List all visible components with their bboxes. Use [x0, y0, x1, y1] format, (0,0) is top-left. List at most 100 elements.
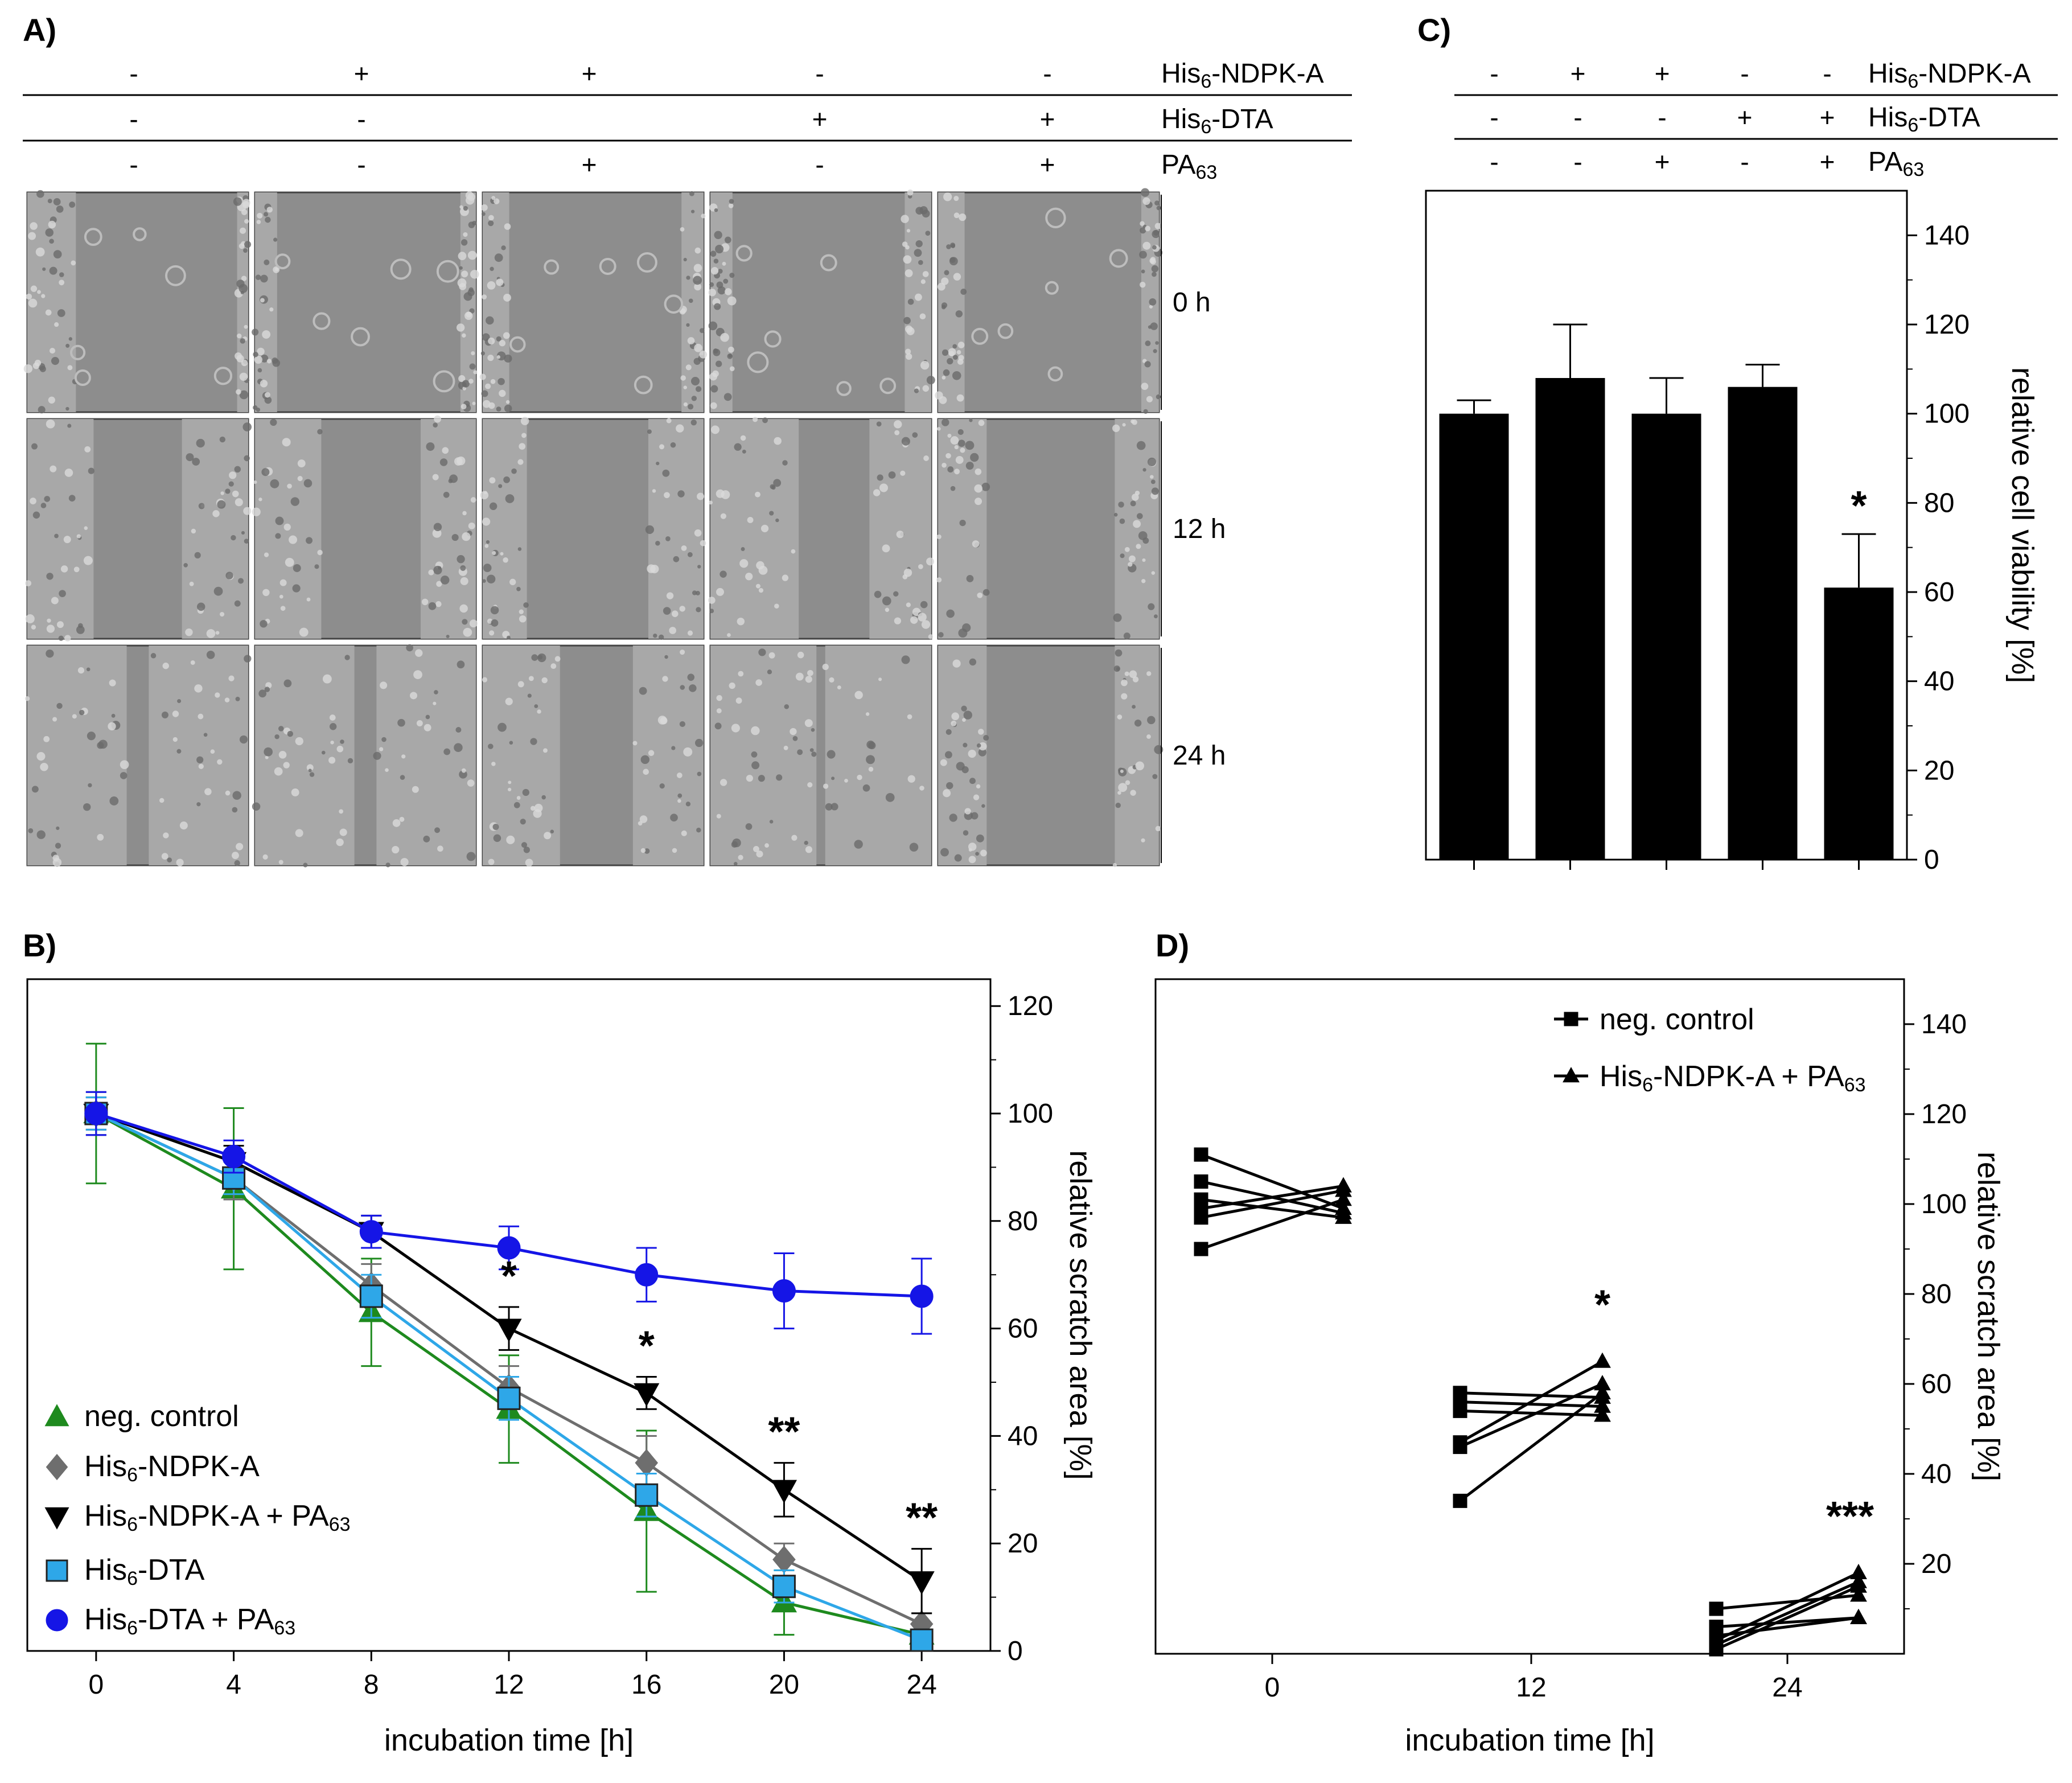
cell-speckle	[710, 267, 719, 275]
cell-speckle	[406, 644, 414, 652]
cell-speckle	[774, 603, 779, 609]
cell-speckle	[443, 748, 451, 755]
cell-speckle	[257, 347, 265, 356]
cell-speckle	[550, 829, 554, 833]
cell-speckle	[919, 313, 926, 320]
cell-speckle	[947, 433, 952, 438]
cell-speckle	[948, 351, 955, 357]
cell-speckle	[47, 618, 51, 623]
cell-speckle	[680, 649, 685, 655]
cell-speckle	[954, 445, 959, 450]
cell-speckle	[769, 511, 774, 516]
cell-speckle	[738, 671, 744, 677]
cell-speckle	[656, 461, 660, 466]
cell-speckle	[443, 491, 450, 498]
cell-speckle	[490, 606, 499, 615]
cell-speckle	[982, 589, 990, 596]
cell-speckle	[191, 528, 196, 534]
cell-speckle	[31, 786, 39, 793]
cell-speckle	[506, 635, 511, 640]
micrograph	[252, 644, 477, 868]
cell-speckle	[473, 370, 478, 375]
y-tick-label: 120	[1008, 991, 1053, 1021]
control-point	[1709, 1642, 1724, 1657]
cell-speckle	[1118, 502, 1124, 508]
cell-speckle	[231, 535, 236, 541]
cell-layer-left	[255, 646, 355, 865]
cell-speckle	[57, 309, 65, 317]
cell-speckle	[463, 292, 472, 301]
cell-speckle	[283, 679, 292, 688]
cell-speckle	[694, 283, 702, 291]
cell-speckle	[505, 494, 515, 503]
cell-speckle	[508, 780, 512, 784]
cell-speckle	[946, 244, 951, 249]
cell-speckle	[825, 803, 833, 811]
cell-speckle	[877, 474, 883, 481]
cell-speckle	[232, 490, 239, 498]
y-tick-label: 60	[1924, 577, 1954, 607]
cell-speckle	[783, 745, 788, 750]
cell-speckle	[215, 692, 220, 698]
cell-speckle	[470, 269, 479, 279]
cell-speckle	[56, 702, 63, 709]
cell-speckle	[71, 260, 76, 266]
cell-speckle	[791, 835, 797, 841]
cell-speckle	[40, 503, 47, 508]
cell-speckle	[1141, 269, 1145, 274]
cell-speckle	[975, 852, 979, 856]
cell-speckle	[941, 305, 946, 310]
cell-speckle	[234, 466, 241, 473]
cell-speckle	[172, 737, 178, 742]
cell-speckle	[517, 459, 524, 465]
cell-speckle	[672, 848, 677, 853]
cell-speckle	[239, 735, 248, 744]
cell-speckle	[727, 296, 737, 306]
cell-speckle	[673, 556, 680, 562]
cell-speckle	[1124, 671, 1129, 676]
condition-sign: -	[1573, 102, 1582, 132]
cell-speckle	[938, 632, 944, 638]
condition-sign: -	[1823, 59, 1831, 88]
significance-star: *	[639, 1324, 655, 1369]
condition-label-2-subscript: 63	[1195, 162, 1217, 183]
cell-speckle	[716, 708, 722, 714]
cell-speckle	[659, 444, 665, 450]
cell-speckle	[120, 772, 128, 779]
cell-speckle	[34, 359, 42, 367]
cell-speckle	[893, 591, 899, 597]
cell-speckle	[26, 293, 32, 300]
condition-sign: +	[1571, 59, 1586, 88]
cell-speckle	[282, 438, 291, 447]
cell-speckle	[72, 714, 77, 719]
cell-speckle	[811, 728, 815, 732]
y-tick-label: 100	[1008, 1099, 1053, 1129]
cell-speckle	[866, 740, 875, 749]
cell-speckle	[710, 402, 717, 409]
y-tick-label: 20	[1924, 755, 1954, 786]
cell-speckle	[295, 737, 303, 746]
cell-speckle	[503, 332, 510, 339]
cell-speckle	[252, 802, 261, 811]
cell-speckle	[454, 743, 463, 752]
cell-speckle	[975, 498, 982, 506]
cell-speckle	[410, 692, 418, 700]
bar	[1631, 413, 1701, 860]
cell-speckle	[968, 848, 972, 852]
cell-speckle	[1113, 512, 1118, 517]
cell-speckle	[196, 802, 201, 807]
cell-speckle	[1125, 780, 1130, 786]
cell-speckle	[918, 613, 927, 622]
cell-speckle	[922, 271, 929, 277]
cell-speckle	[710, 385, 718, 393]
cell-speckle	[918, 564, 923, 569]
cell-speckle	[264, 259, 270, 265]
cell-speckle	[212, 510, 220, 517]
legend-marker	[1563, 1067, 1580, 1083]
cell-speckle	[968, 749, 976, 758]
condition-label-2-part: PA	[1868, 147, 1902, 177]
pair-line	[1201, 1184, 1344, 1210]
cell-speckle	[760, 524, 769, 532]
y-tick-label: 120	[1921, 1099, 1967, 1129]
cell-speckle	[725, 236, 731, 244]
